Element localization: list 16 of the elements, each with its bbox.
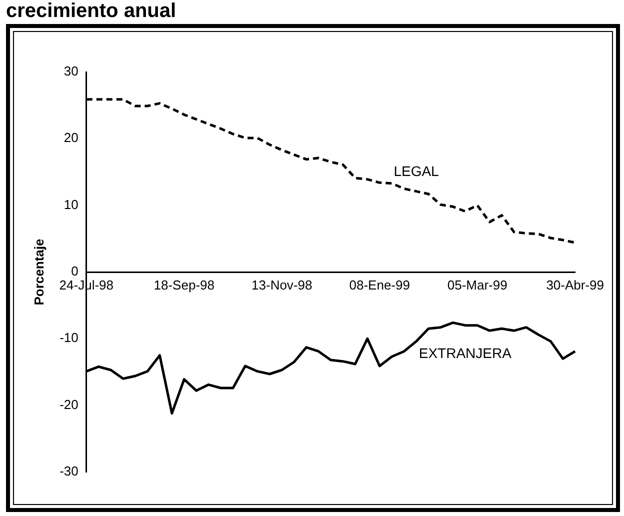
x-tick-label: 08-Ene-99	[349, 277, 410, 292]
x-tick-label: 13-Nov-98	[252, 277, 312, 292]
series-label: EXTRANJERA	[418, 345, 512, 362]
x-tick-label: 18-Sep-98	[154, 277, 214, 292]
y-tick-label: 0	[71, 264, 78, 279]
y-tick-label: 20	[64, 130, 78, 146]
x-tick-label: 05-Mar-99	[447, 277, 508, 292]
y-axis-title: Porcentaje	[31, 238, 46, 306]
series-label: LEGAL	[394, 163, 440, 180]
y-tick-label: 10	[64, 196, 78, 212]
y-tick-label: -10	[60, 330, 78, 346]
chart-title: crecimiento anual	[6, 0, 176, 22]
x-tick-label: 30-Abr-99	[546, 277, 604, 292]
y-tick-label: -20	[60, 396, 78, 412]
y-tick-label: -30	[60, 464, 78, 479]
y-tick-label: 30	[64, 64, 78, 79]
